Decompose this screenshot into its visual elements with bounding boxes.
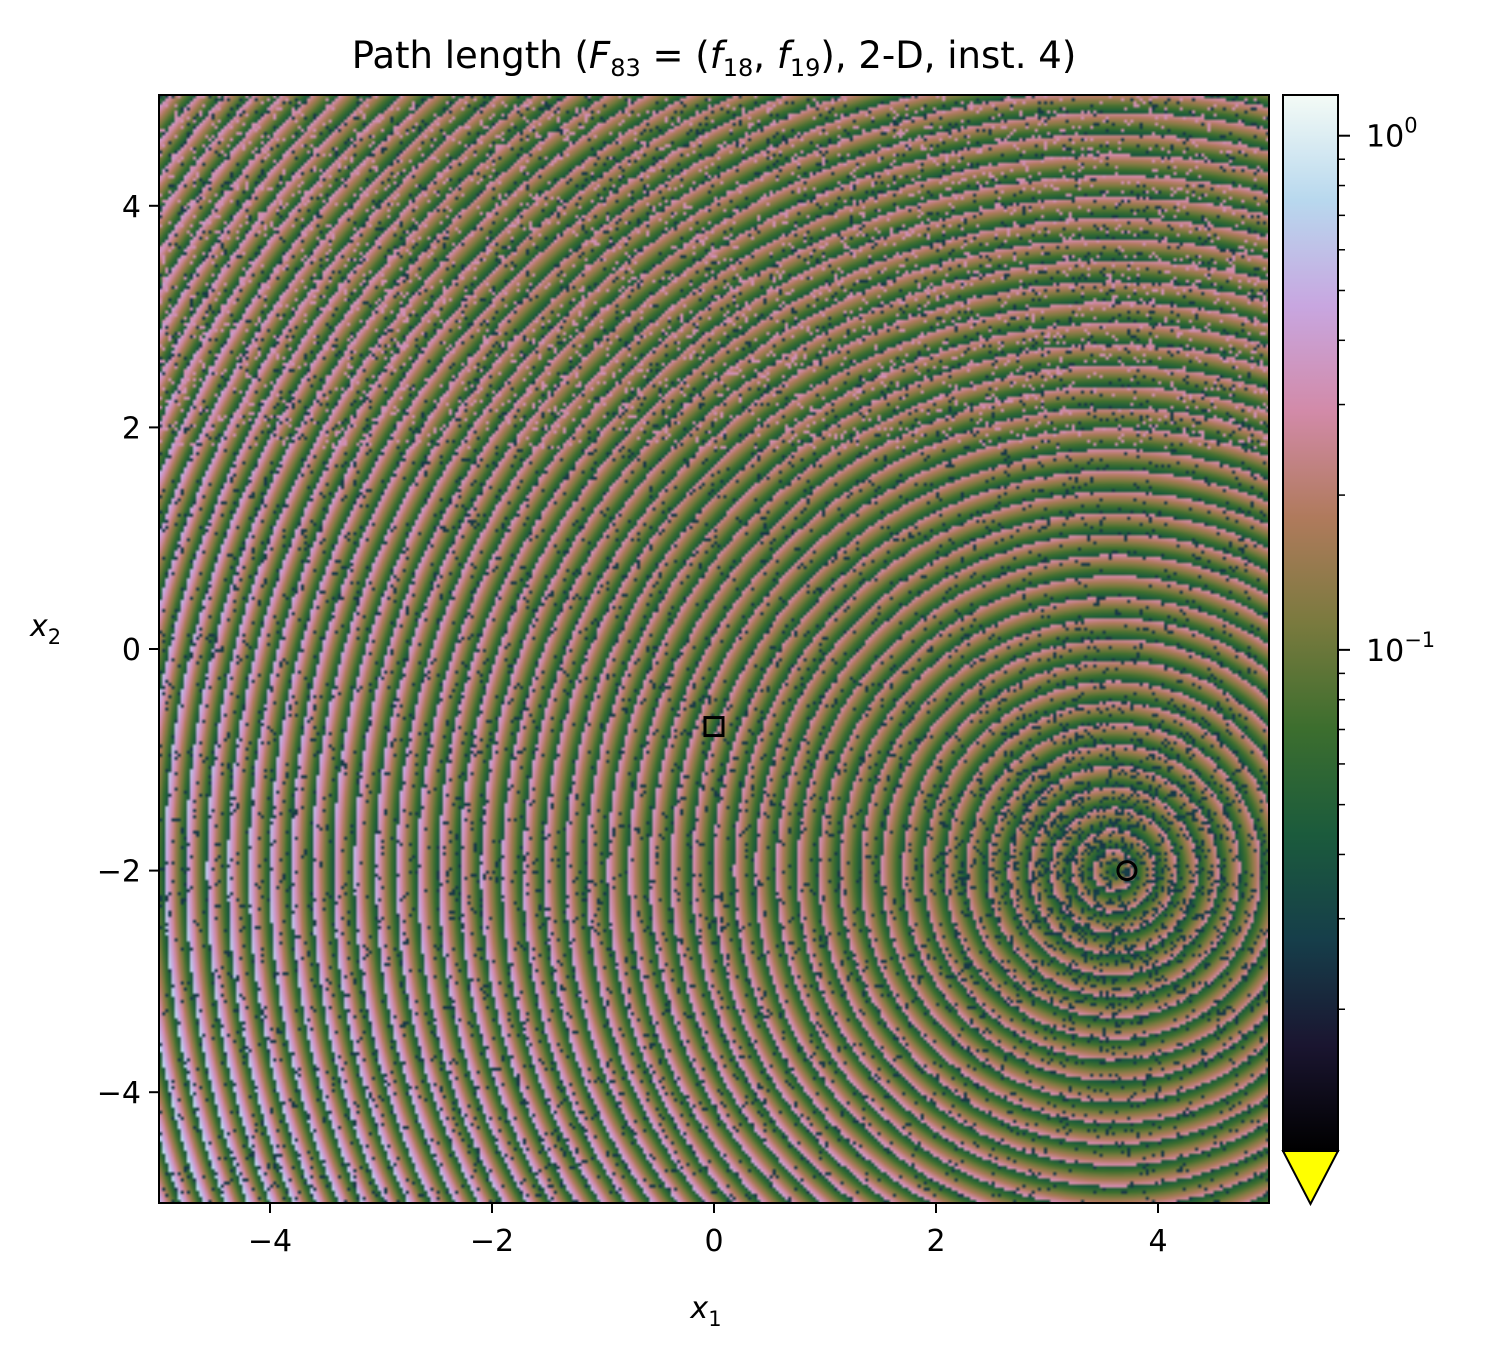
title-comma: , <box>753 34 777 77</box>
title-f2-sub: 19 <box>790 54 821 82</box>
title-f1-sub: 18 <box>723 54 754 82</box>
heatmap-image <box>159 95 1269 1203</box>
title-prefix: Path length ( <box>352 34 589 77</box>
colorbar-tick-label: 10−1 <box>1366 628 1435 669</box>
square-marker <box>703 716 725 738</box>
x-tick-label: 2 <box>926 1224 945 1259</box>
title-F-sub: 83 <box>610 54 641 82</box>
title-eq: = ( <box>641 34 710 77</box>
x-tick-label: 4 <box>1148 1224 1167 1259</box>
y-axis-label-sub: 2 <box>48 625 61 649</box>
chart-title: Path length (F83 = (f18, f19), 2-D, inst… <box>352 34 1077 82</box>
x-axis-label: x1 <box>689 1291 721 1331</box>
y-tick-label: 0 <box>122 633 141 668</box>
colorbar-tick-label: 100 <box>1366 114 1418 155</box>
colorbar-ticks: 100 10−1 <box>1338 114 1435 1010</box>
x-axis-label-sub: 1 <box>708 1307 721 1331</box>
heatmap <box>159 95 1269 1203</box>
colorbar-under-extension <box>1281 1150 1340 1207</box>
colorbar: 100 10−1 <box>1281 94 1435 1207</box>
colorbar-fill <box>1283 95 1338 1151</box>
y-tick-label: 2 <box>122 411 141 446</box>
x-axis-ticks: −4 −2 0 2 4 <box>248 1203 1168 1259</box>
y-tick-label: −4 <box>97 1076 141 1111</box>
x-tick-label: −2 <box>470 1224 514 1259</box>
y-axis-label-base: x <box>29 609 48 644</box>
colorbar-frame <box>1282 94 1339 1152</box>
y-axis-ticks: −4 −2 0 2 4 <box>97 190 159 1111</box>
y-axis-label: x2 <box>29 609 61 649</box>
x-axis-label-base: x <box>689 1291 708 1326</box>
title-F: F <box>589 34 611 77</box>
markers-layer <box>703 716 1138 882</box>
x-tick-label: 0 <box>704 1224 723 1259</box>
y-tick-label: −2 <box>97 855 141 890</box>
x-tick-label: −4 <box>248 1224 292 1259</box>
circle-marker <box>1116 860 1138 882</box>
title-suffix: ), 2-D, inst. 4) <box>820 34 1076 77</box>
y-tick-label: 4 <box>122 190 141 225</box>
